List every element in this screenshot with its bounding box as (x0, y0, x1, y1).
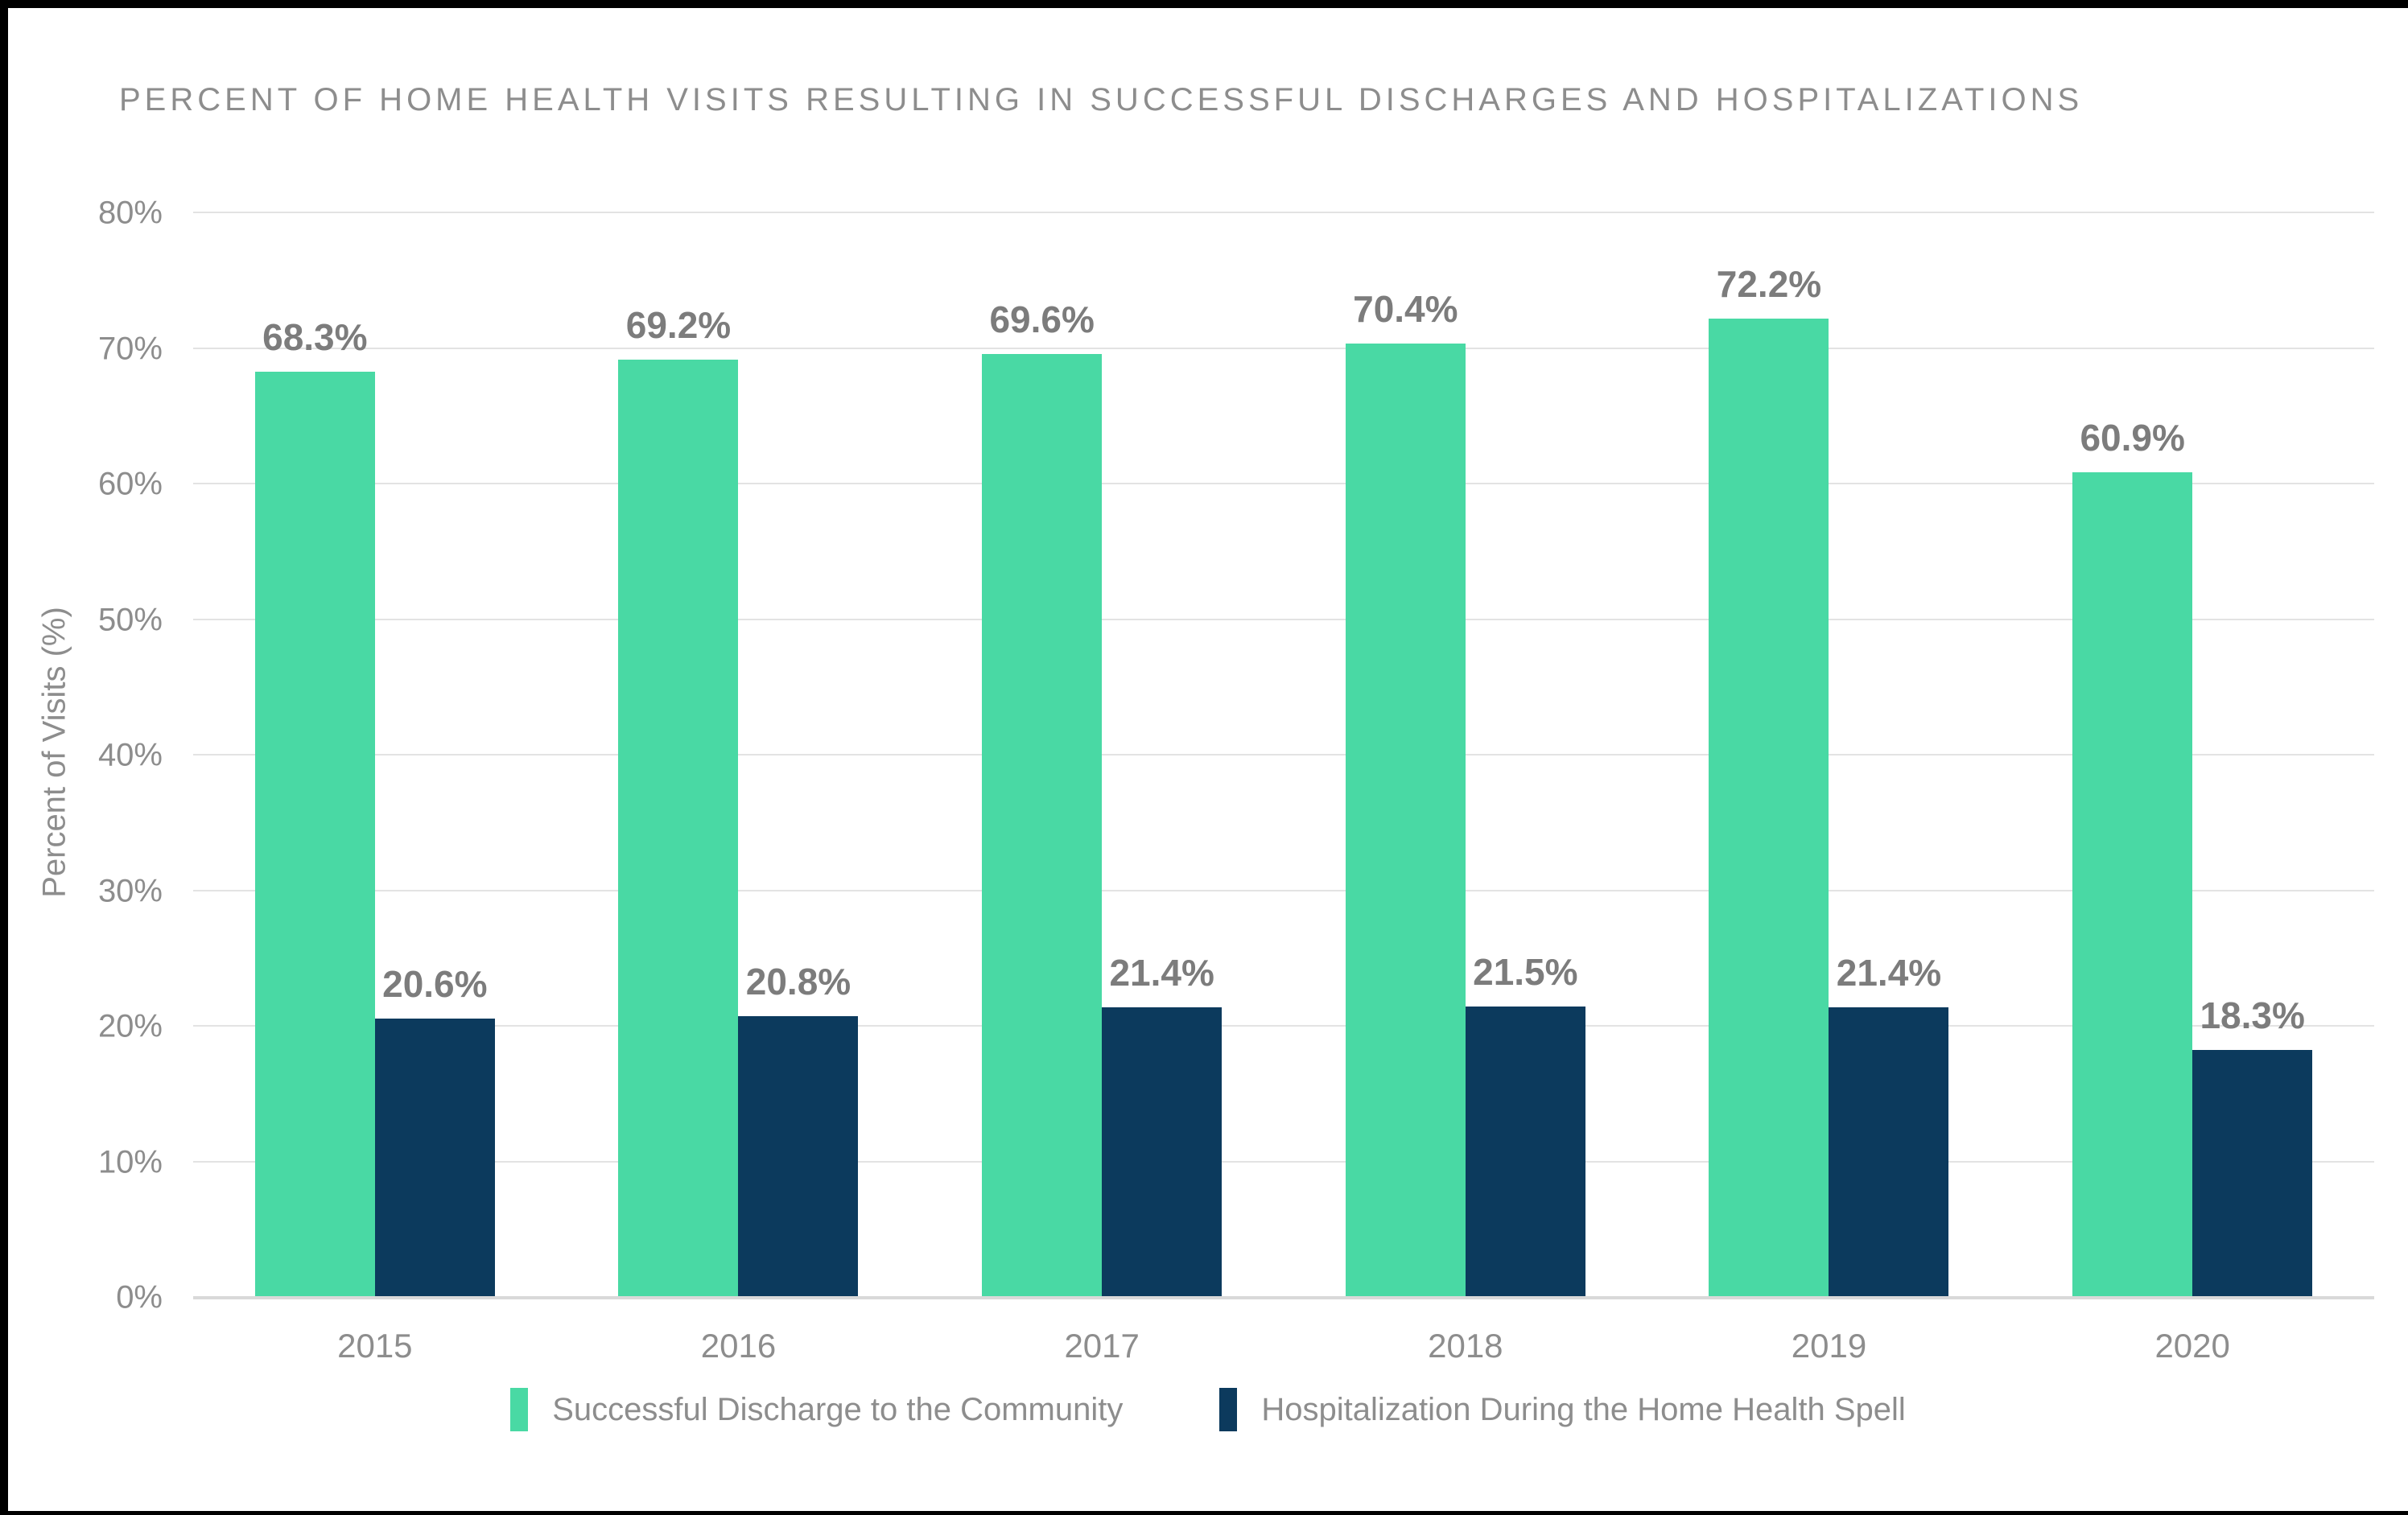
bar-hospitalization-2016: 20.8% (738, 961, 859, 1298)
bar-value-label: 20.6% (382, 962, 488, 1005)
y-axis-title: Percent of Visits (%) (36, 607, 72, 898)
bar-value-label: 18.3% (2200, 994, 2305, 1036)
grid-line-50 (193, 618, 2374, 620)
bar-group-2019: 72.2% 21.4% (1647, 213, 2011, 1298)
y-tick-label-40: 40% (97, 737, 163, 773)
x-tick-label-2019: 2019 (1791, 1327, 1867, 1365)
legend-label-hospitalization: Hospitalization During the Home Health S… (1261, 1391, 1906, 1427)
grid-line-30 (193, 889, 2374, 891)
grid-line-70 (193, 347, 2374, 349)
bar-successful-discharge-2015: 68.3% (254, 316, 375, 1298)
plot-area: 0% 10% 20% 30% 40% 50% 60% 70% 80% 68.3% 20.6% 2015… (98, 196, 2374, 1365)
bar-hospitalization-2020: 18.3% (2192, 994, 2313, 1298)
bar-hospitalization-2017: 21.4% (1102, 952, 1223, 1298)
bar-value-label: 21.4% (1836, 952, 1942, 994)
y-tick-label-50: 50% (97, 602, 163, 637)
bar-group-2017: 69.6% 21.4% (920, 213, 1284, 1298)
bar-group-2015: 68.3% 20.6% (193, 213, 557, 1298)
grid-line-40 (193, 754, 2374, 755)
bar-hospitalization-2015: 20.6% (374, 963, 495, 1298)
legend: Successful Discharge to the Community Ho… (8, 1388, 2408, 1431)
legend-label-successful-discharge: Successful Discharge to the Community (552, 1391, 1124, 1427)
bar-successful-discharge-2018: 70.4% (1345, 288, 1466, 1298)
x-tick-label-2015: 2015 (337, 1327, 413, 1365)
bar-value-label: 20.8% (745, 960, 851, 1002)
bar-value-label: 21.4% (1109, 952, 1214, 994)
y-tick-label-10: 10% (97, 1144, 163, 1179)
bar-value-label: 72.2% (1716, 263, 1822, 306)
x-tick-label-2017: 2017 (1064, 1327, 1140, 1365)
bar-hospitalization-2018: 21.5% (1465, 951, 1585, 1298)
x-axis-line (193, 1296, 2374, 1299)
bar-value-label: 21.5% (1473, 950, 1578, 993)
y-tick-label-30: 30% (97, 873, 163, 908)
y-tick-label-0: 0% (116, 1279, 163, 1315)
bar-successful-discharge-2019: 72.2% (1709, 263, 1829, 1298)
x-tick-label-2020: 2020 (2154, 1327, 2230, 1365)
grid-line-20 (193, 1025, 2374, 1027)
bar-group-2018: 70.4% 21.5% (1284, 213, 1647, 1298)
legend-swatch-successful-discharge (510, 1388, 529, 1431)
bar-group-2016: 69.2% 20.8% (557, 213, 921, 1298)
legend-swatch-hospitalization (1219, 1388, 1238, 1431)
y-tick-label-60: 60% (97, 466, 163, 502)
bar-value-label: 69.2% (625, 303, 732, 346)
chart-canvas: PERCENT OF HOME HEALTH VISITS RESULTING … (8, 8, 2408, 1511)
legend-item-hospitalization: Hospitalization During the Home Health S… (1219, 1388, 1906, 1431)
bar-successful-discharge-2016: 69.2% (618, 304, 739, 1298)
y-tick-label-20: 20% (97, 1008, 163, 1044)
y-tick-label-70: 70% (97, 331, 163, 366)
grid-line-80 (193, 212, 2374, 213)
bar-value-label: 70.4% (1353, 287, 1458, 330)
chart-title: PERCENT OF HOME HEALTH VISITS RESULTING … (119, 82, 2084, 117)
bar-value-label: 60.9% (2080, 416, 2185, 459)
bar-group-2020: 60.9% 18.3% (2010, 213, 2374, 1298)
y-tick-label-80: 80% (97, 195, 163, 231)
grid-line-10 (193, 1160, 2374, 1163)
bar-successful-discharge-2017: 69.6% (982, 298, 1103, 1298)
bar-successful-discharge-2020: 60.9% (2072, 417, 2193, 1298)
x-tick-label-2018: 2018 (1428, 1327, 1503, 1365)
bar-value-label: 68.3% (262, 316, 368, 359)
grid-line-60 (193, 483, 2374, 484)
bar-hospitalization-2019: 21.4% (1829, 952, 1949, 1298)
legend-item-successful-discharge: Successful Discharge to the Community (510, 1388, 1123, 1431)
x-tick-label-2016: 2016 (700, 1327, 777, 1365)
bar-value-label: 69.6% (989, 298, 1095, 341)
